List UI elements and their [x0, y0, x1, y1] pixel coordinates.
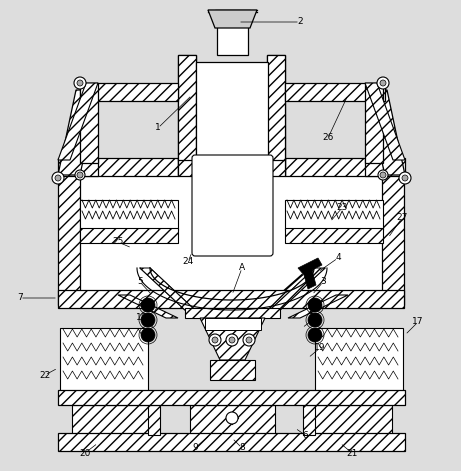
Circle shape [55, 175, 61, 181]
Text: 3: 3 [320, 277, 326, 286]
Bar [80, 83, 178, 101]
Text: 24: 24 [183, 258, 194, 267]
Bar [382, 175, 404, 305]
Circle shape [141, 328, 155, 342]
Bar [365, 158, 383, 176]
Polygon shape [58, 90, 98, 175]
Bar [178, 158, 285, 176]
Bar [190, 405, 275, 435]
Text: 18: 18 [136, 314, 148, 323]
Bar [58, 433, 405, 451]
Circle shape [399, 172, 411, 184]
Text: 21: 21 [346, 448, 358, 457]
Polygon shape [288, 295, 348, 318]
Bar [303, 405, 315, 435]
Bar [285, 228, 383, 243]
Bar [185, 308, 280, 318]
Polygon shape [270, 268, 325, 310]
Circle shape [75, 170, 85, 180]
Text: 22: 22 [39, 371, 51, 380]
Circle shape [212, 337, 218, 343]
Circle shape [141, 298, 155, 312]
Bar [80, 200, 178, 230]
Circle shape [308, 313, 322, 327]
Bar [315, 328, 403, 393]
Text: 9: 9 [192, 444, 198, 453]
Bar [58, 175, 80, 305]
Bar [267, 55, 285, 175]
Polygon shape [208, 10, 257, 28]
Bar [80, 158, 98, 176]
Bar [312, 405, 392, 435]
Bar [365, 83, 383, 163]
Bar [285, 158, 405, 176]
Text: 16: 16 [309, 314, 321, 323]
Bar [60, 328, 148, 393]
Circle shape [141, 313, 155, 327]
Bar [80, 228, 178, 243]
Circle shape [226, 412, 238, 424]
Bar [58, 390, 405, 405]
Circle shape [308, 298, 322, 312]
Bar [205, 318, 261, 330]
Text: 27: 27 [396, 213, 408, 222]
Bar [80, 175, 385, 290]
Circle shape [77, 80, 83, 86]
Bar [210, 360, 255, 380]
Bar [58, 158, 178, 176]
Bar [196, 62, 268, 159]
Text: 5: 5 [137, 277, 143, 286]
Text: 25: 25 [112, 237, 124, 246]
Circle shape [226, 334, 238, 346]
Circle shape [77, 172, 83, 178]
Circle shape [209, 334, 221, 346]
Circle shape [377, 77, 389, 89]
Text: 8: 8 [239, 444, 245, 453]
Polygon shape [298, 258, 322, 289]
Text: A: A [239, 263, 245, 273]
Circle shape [378, 170, 388, 180]
Text: 17: 17 [412, 317, 424, 326]
Circle shape [74, 77, 86, 89]
Text: 26: 26 [322, 133, 334, 143]
Bar [80, 83, 98, 163]
Circle shape [246, 337, 252, 343]
Bar [58, 170, 404, 305]
Text: 7: 7 [17, 293, 23, 302]
Bar [178, 55, 196, 160]
Bar [148, 405, 160, 435]
Bar [58, 290, 404, 308]
Text: 20: 20 [79, 448, 91, 457]
Polygon shape [200, 318, 265, 360]
Circle shape [243, 334, 255, 346]
Circle shape [402, 175, 408, 181]
Bar [285, 83, 385, 101]
Polygon shape [215, 10, 250, 55]
Polygon shape [365, 90, 405, 175]
Polygon shape [140, 268, 195, 310]
Circle shape [380, 80, 386, 86]
Polygon shape [118, 295, 178, 318]
Bar [267, 55, 285, 160]
Text: 2: 2 [297, 17, 303, 26]
FancyBboxPatch shape [192, 155, 273, 256]
Text: 23: 23 [337, 203, 348, 212]
Bar [178, 55, 196, 175]
Circle shape [52, 172, 64, 184]
Circle shape [308, 328, 322, 342]
Text: 19: 19 [314, 343, 326, 352]
Bar [72, 405, 152, 435]
Bar [285, 200, 383, 230]
Text: 1: 1 [155, 123, 161, 132]
Text: 4: 4 [335, 253, 341, 262]
Text: 6: 6 [302, 430, 308, 439]
Polygon shape [365, 83, 405, 160]
Circle shape [229, 337, 235, 343]
Circle shape [380, 172, 386, 178]
Polygon shape [58, 83, 98, 160]
